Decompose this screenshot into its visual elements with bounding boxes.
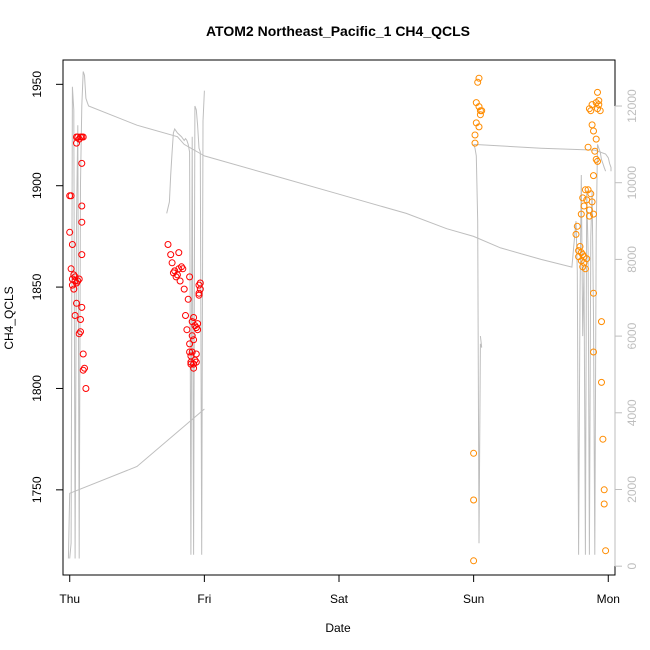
- x-axis-label: Date: [325, 621, 351, 635]
- right-tick-label: 0: [625, 563, 639, 570]
- right-tick-label: 4000: [625, 399, 639, 426]
- x-tick-label: Mon: [597, 592, 620, 606]
- x-tick-label: Fri: [197, 592, 211, 606]
- y-tick-label: 1950: [30, 71, 44, 98]
- right-tick-label: 2000: [625, 476, 639, 503]
- right-tick-label: 6000: [625, 322, 639, 349]
- y-axis-label: CH4_QCLS: [2, 286, 16, 349]
- x-tick-label: Thu: [59, 592, 80, 606]
- chart: ATOM2 Northeast_Pacific_1 CH4_QCLS Thu Fr…: [0, 0, 650, 650]
- right-tick-label: 12000: [625, 89, 639, 123]
- chart-title: ATOM2 Northeast_Pacific_1 CH4_QCLS: [206, 23, 470, 39]
- y-tick-label: 1750: [30, 476, 44, 503]
- chart-background: [0, 0, 650, 650]
- y-tick-label: 1850: [30, 273, 44, 300]
- y-tick-label: 1800: [30, 375, 44, 402]
- y-tick-label: 1900: [30, 172, 44, 199]
- right-tick-label: 10000: [625, 166, 639, 200]
- x-tick-label: Sun: [463, 592, 484, 606]
- right-tick-label: 8000: [625, 246, 639, 273]
- x-tick-label: Sat: [330, 592, 349, 606]
